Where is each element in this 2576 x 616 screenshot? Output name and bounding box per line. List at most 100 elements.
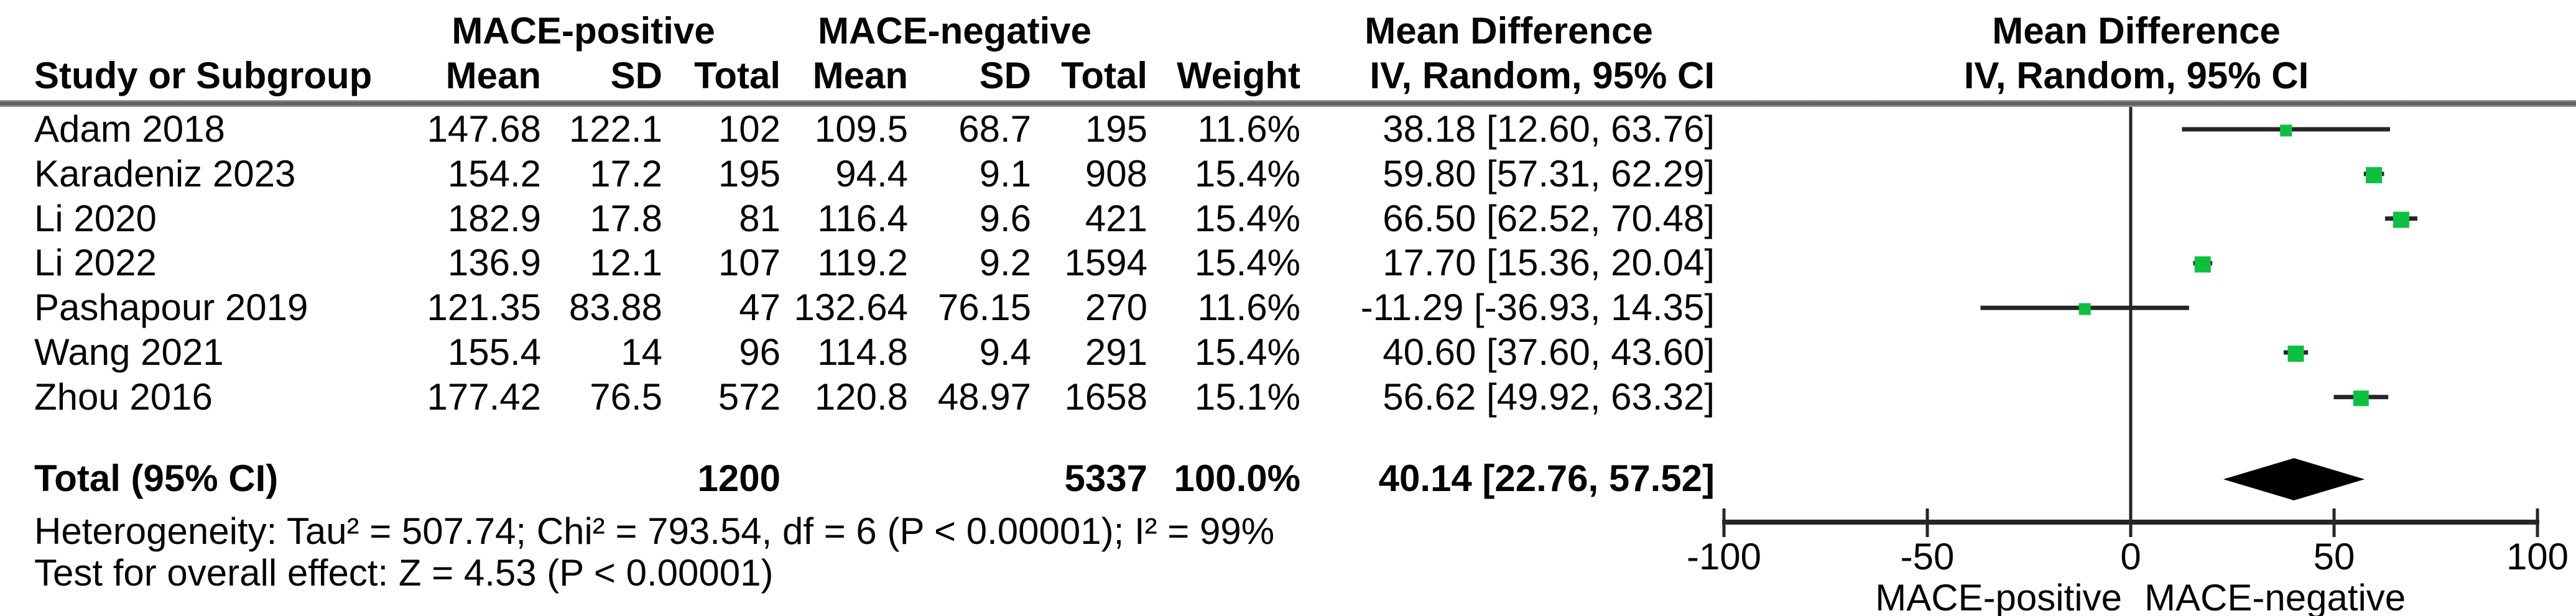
total-row-label: Total (95% CI) — [34, 457, 279, 499]
column-header-total1: Total — [694, 55, 781, 96]
study-marker — [2393, 211, 2409, 228]
cell-mean2: 109.5 — [814, 108, 908, 150]
cell-sd1: 17.8 — [590, 198, 662, 239]
axis-tick-label: 50 — [2314, 536, 2355, 577]
cell-total1: 195 — [718, 153, 781, 195]
cell-mean1: 155.4 — [447, 331, 541, 373]
total-row-total1: 1200 — [697, 457, 781, 499]
plot-subtitle: IV, Random, 95% CI — [1963, 55, 2309, 96]
cell-weight: 15.4% — [1194, 153, 1300, 195]
cell-mean1: 154.2 — [447, 153, 541, 195]
cell-total1: 96 — [739, 331, 781, 373]
column-header-sd1: SD — [610, 55, 662, 96]
cell-sd1: 12.1 — [590, 242, 662, 283]
study-marker — [2366, 167, 2383, 183]
cell-total2: 1658 — [1064, 376, 1147, 418]
cell-sd2: 9.1 — [979, 153, 1031, 195]
total-row-ci: 40.14 [22.76, 57.52] — [1378, 457, 1715, 499]
study-marker — [2194, 256, 2211, 273]
cell-mean2: 94.4 — [835, 153, 908, 195]
column-header-mean1: Mean — [445, 55, 541, 96]
cell-mean2: 116.4 — [817, 198, 908, 239]
cell-mean1: 121.35 — [427, 287, 541, 328]
header-separator — [0, 100, 2576, 107]
cell-sd2: 76.15 — [937, 287, 1031, 328]
study-marker — [2287, 346, 2304, 362]
cell-weight: 15.4% — [1194, 331, 1300, 373]
axis-label-left: MACE-positive — [1875, 577, 2122, 616]
cell-total1: 81 — [739, 198, 781, 239]
column-header-study: Study or Subgroup — [34, 55, 373, 96]
cell-sd2: 48.97 — [937, 376, 1031, 418]
cell-sd1: 122.1 — [568, 108, 662, 150]
cell-total1: 47 — [739, 287, 781, 328]
cell-weight: 15.4% — [1194, 198, 1300, 239]
column-header-mean2: Mean — [812, 55, 908, 96]
study-name: Wang 2021 — [34, 331, 224, 373]
cell-total2: 195 — [1085, 108, 1147, 150]
cell-mean2: 119.2 — [817, 242, 908, 283]
cell-total1: 572 — [718, 376, 781, 418]
cell-mean2: 114.8 — [817, 331, 908, 373]
total-row-weight: 100.0% — [1174, 457, 1301, 499]
cell-sd2: 9.6 — [979, 198, 1031, 239]
cell-mean1: 182.9 — [447, 198, 541, 239]
cell-ci_text: 17.70 [15.36, 20.04] — [1383, 242, 1715, 283]
cell-ci_text: 66.50 [62.52, 70.48] — [1383, 198, 1715, 239]
cell-ci_text: 56.62 [49.92, 63.32] — [1383, 376, 1715, 418]
study-name: Adam 2018 — [34, 108, 225, 150]
cell-ci_text: 40.60 [37.60, 43.60] — [1383, 331, 1715, 373]
study-name: Li 2020 — [34, 198, 157, 239]
heterogeneity-text: Heterogeneity: Tau² = 507.74; Chi² = 793… — [34, 510, 1275, 552]
summary-diamond — [2223, 458, 2365, 500]
cell-total1: 107 — [718, 242, 781, 283]
cell-total1: 102 — [718, 108, 781, 150]
cell-mean1: 177.42 — [427, 376, 541, 418]
cell-mean1: 147.68 — [427, 108, 541, 150]
cell-mean2: 120.8 — [814, 376, 908, 418]
axis-tick-label: -50 — [1901, 536, 1955, 577]
cell-sd1: 83.88 — [568, 287, 662, 328]
cell-total2: 908 — [1085, 153, 1147, 195]
group2-header: MACE-negative — [817, 10, 1092, 52]
cell-total2: 291 — [1085, 331, 1147, 373]
cell-weight: 11.6% — [1197, 108, 1300, 150]
column-header-total2: Total — [1061, 55, 1147, 96]
cell-sd2: 9.4 — [979, 331, 1031, 373]
column-header-sd2: SD — [979, 55, 1031, 96]
column-header-weight: Weight — [1177, 55, 1300, 96]
cell-weight: 15.4% — [1194, 242, 1300, 283]
study-name: Zhou 2016 — [34, 376, 213, 418]
overall-effect-text: Test for overall effect: Z = 4.53 (P < 0… — [34, 552, 774, 594]
cell-sd2: 9.2 — [979, 242, 1031, 283]
cell-sd2: 68.7 — [958, 108, 1031, 150]
axis-tick-label: 100 — [2506, 536, 2569, 577]
cell-sd1: 17.2 — [590, 153, 662, 195]
cell-weight: 15.1% — [1194, 376, 1300, 418]
cell-sd1: 76.5 — [590, 376, 662, 418]
study-marker — [2078, 303, 2091, 315]
cell-mean2: 132.64 — [794, 287, 908, 328]
axis-tick-label: -100 — [1687, 536, 1761, 577]
axis-tick-label: 0 — [2120, 536, 2141, 577]
cell-ci_text: -11.29 [-36.93, 14.35] — [1360, 287, 1715, 328]
cell-mean1: 136.9 — [447, 242, 541, 283]
cell-ci_text: 38.18 [12.60, 63.76] — [1383, 108, 1715, 150]
cell-total2: 270 — [1085, 287, 1147, 328]
column-header-method: IV, Random, 95% CI — [1369, 55, 1715, 96]
cell-total2: 421 — [1085, 198, 1147, 239]
effect-header: Mean Difference — [1364, 10, 1653, 52]
cell-total2: 1594 — [1064, 242, 1147, 283]
group1-header: MACE-positive — [452, 10, 715, 52]
cell-ci_text: 59.80 [57.31, 62.29] — [1383, 153, 1715, 195]
study-marker — [2280, 124, 2292, 137]
study-name: Pashapour 2019 — [34, 287, 308, 328]
study-name: Li 2022 — [34, 242, 157, 283]
axis-label-right: MACE-negative — [2144, 577, 2406, 616]
study-marker — [2353, 390, 2369, 407]
total-row-total2: 5337 — [1064, 457, 1147, 499]
study-name: Karadeniz 2023 — [34, 153, 296, 195]
plot-title: Mean Difference — [1992, 10, 2281, 52]
